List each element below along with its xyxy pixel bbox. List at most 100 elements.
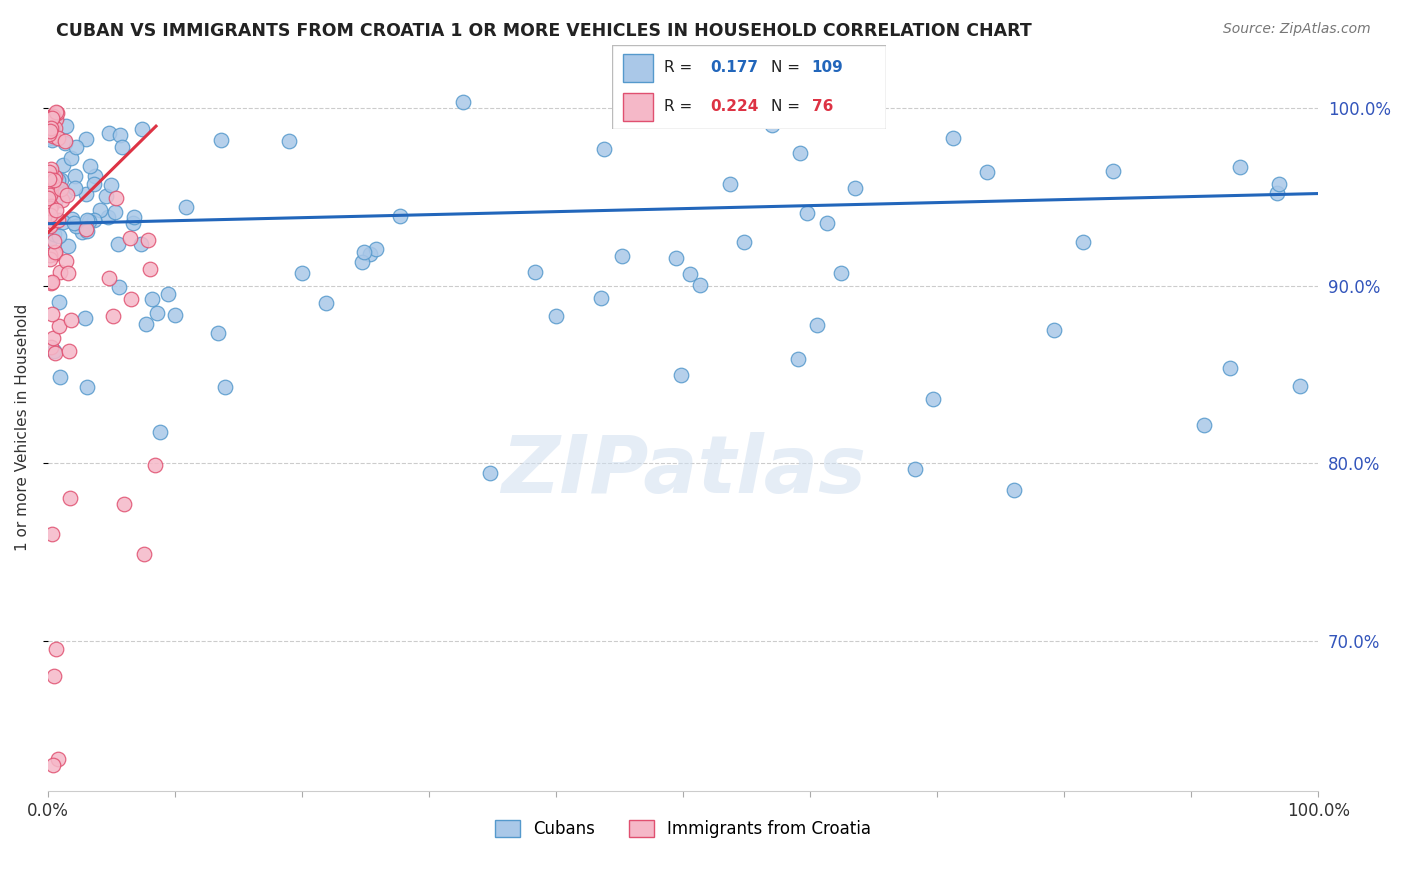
- Bar: [623, 93, 652, 120]
- Point: [733, 235, 755, 249]
- Point: [725, 105, 748, 120]
- Point: [122, 216, 145, 230]
- Point: [84, 169, 107, 184]
- Point: [79, 159, 101, 173]
- Point: [46, 106, 69, 120]
- Point: [39, 199, 62, 213]
- Point: [58, 344, 80, 359]
- Point: [38, 235, 60, 250]
- Point: [42, 331, 65, 345]
- Point: [104, 191, 127, 205]
- Point: [65, 219, 87, 233]
- Point: [94, 189, 117, 203]
- Point: [65, 140, 87, 154]
- Point: [1042, 323, 1064, 337]
- Point: [41, 307, 63, 321]
- Text: 109: 109: [811, 61, 844, 76]
- Point: [1219, 360, 1241, 375]
- Point: [37, 191, 59, 205]
- Point: [76, 224, 98, 238]
- Point: [46, 173, 69, 187]
- Point: [120, 293, 142, 307]
- Point: [451, 95, 474, 109]
- Point: [42, 757, 65, 772]
- Point: [139, 261, 162, 276]
- Point: [77, 214, 100, 228]
- Point: [44, 194, 66, 208]
- Point: [48, 229, 70, 244]
- Point: [110, 128, 132, 142]
- Point: [806, 318, 828, 332]
- Point: [48, 319, 70, 334]
- Point: [44, 245, 66, 260]
- Point: [156, 287, 179, 301]
- Point: [55, 134, 77, 148]
- Point: [1268, 178, 1291, 192]
- Point: [146, 306, 169, 320]
- Point: [60, 212, 83, 227]
- Point: [73, 311, 96, 326]
- Point: [41, 170, 63, 185]
- Point: [830, 266, 852, 280]
- Point: [669, 368, 692, 383]
- Point: [844, 181, 866, 195]
- Point: [42, 227, 65, 241]
- Point: [70, 225, 93, 239]
- Point: [107, 237, 129, 252]
- Point: [45, 642, 67, 657]
- Point: [76, 380, 98, 394]
- Point: [1229, 161, 1251, 175]
- Point: [665, 251, 688, 265]
- Point: [42, 246, 65, 260]
- Point: [610, 248, 633, 262]
- Point: [39, 248, 62, 262]
- Point: [44, 121, 66, 136]
- Point: [56, 239, 79, 253]
- Point: [718, 177, 741, 191]
- Point: [51, 173, 73, 187]
- Point: [41, 120, 63, 135]
- Point: [141, 292, 163, 306]
- Point: [83, 213, 105, 227]
- Point: [38, 165, 60, 179]
- Text: CUBAN VS IMMIGRANTS FROM CROATIA 1 OR MORE VEHICLES IN HOUSEHOLD CORRELATION CHA: CUBAN VS IMMIGRANTS FROM CROATIA 1 OR MO…: [56, 22, 1032, 40]
- Point: [38, 124, 60, 138]
- Point: [44, 346, 66, 360]
- Point: [39, 214, 62, 228]
- Point: [143, 458, 166, 472]
- Point: [48, 294, 70, 309]
- Point: [41, 275, 63, 289]
- Point: [46, 752, 69, 766]
- Point: [41, 527, 63, 541]
- Point: [593, 142, 616, 156]
- Point: [55, 188, 77, 202]
- Point: [904, 462, 927, 476]
- Point: [38, 112, 60, 127]
- Point: [546, 309, 568, 323]
- Point: [41, 217, 63, 231]
- Point: [118, 231, 141, 245]
- Point: [176, 200, 198, 214]
- Point: [51, 182, 73, 196]
- Point: [41, 178, 63, 192]
- Point: [353, 245, 375, 260]
- Point: [787, 352, 810, 367]
- Point: [38, 185, 60, 199]
- Point: [39, 113, 62, 128]
- Point: [39, 340, 62, 354]
- Point: [1102, 163, 1125, 178]
- Point: [42, 110, 65, 124]
- Point: [112, 497, 135, 511]
- Point: [789, 146, 811, 161]
- Point: [51, 193, 73, 207]
- Point: [41, 109, 63, 123]
- Point: [42, 344, 65, 359]
- Point: [214, 380, 236, 394]
- Point: [63, 181, 86, 195]
- Text: N =: N =: [770, 61, 800, 76]
- Text: Source: ZipAtlas.com: Source: ZipAtlas.com: [1223, 22, 1371, 37]
- Point: [107, 280, 129, 294]
- Point: [976, 165, 998, 179]
- Point: [52, 158, 75, 172]
- Point: [44, 669, 66, 683]
